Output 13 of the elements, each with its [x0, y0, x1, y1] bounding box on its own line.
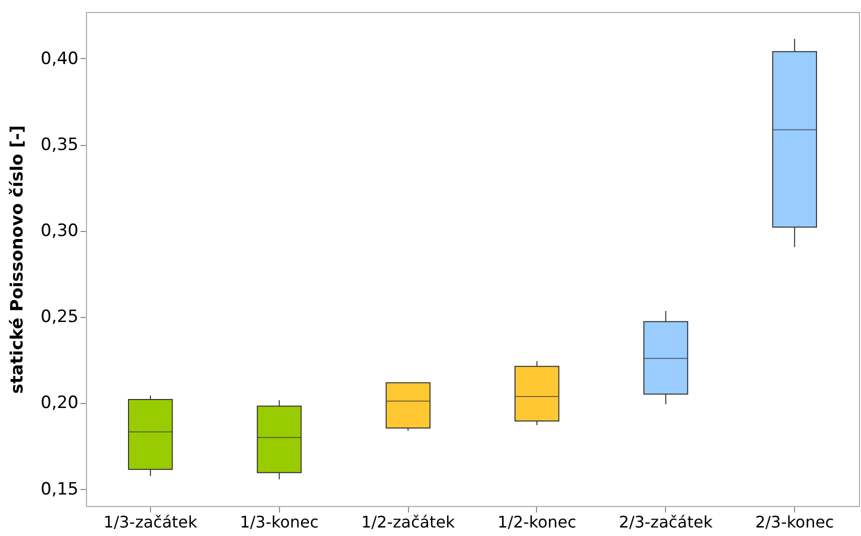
x-tick-label: 1/3-začátek [104, 512, 198, 532]
x-tick-label: 2/3-konec [755, 512, 834, 532]
y-axis-title: statické Poissonovo číslo [-] [8, 125, 28, 394]
y-tick-label: 0,15 [40, 479, 78, 500]
y-tick-label: 0,25 [40, 307, 78, 328]
x-tick-label: 2/3-začátek [618, 512, 714, 532]
y-tick-label: 0,40 [40, 48, 78, 69]
y-tick-label: 0,20 [40, 393, 78, 414]
y-tick-label: 0,35 [40, 135, 78, 156]
x-tick-label: 1/2-konec [498, 512, 576, 532]
x-tick-label: 1/3-konec [240, 512, 319, 532]
x-tick-label: 1/2-začátek [361, 512, 456, 532]
y-tick-label: 0,30 [40, 221, 78, 242]
